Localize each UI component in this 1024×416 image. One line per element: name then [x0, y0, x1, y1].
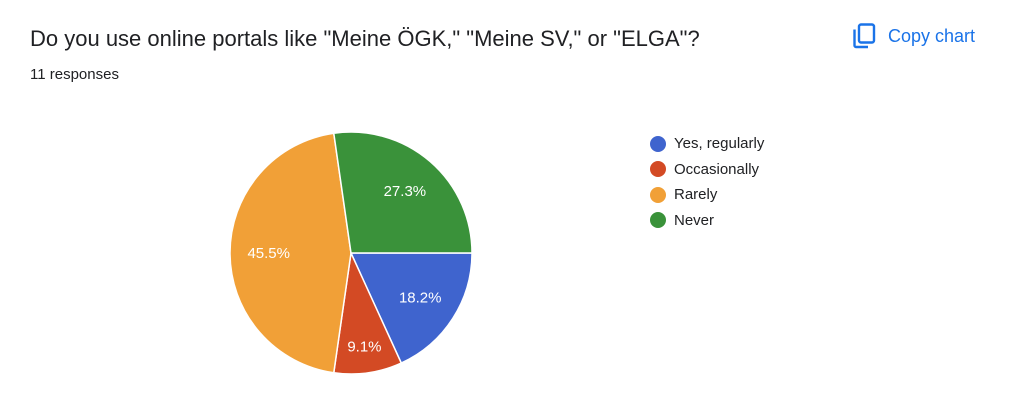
legend-label: Yes, regularly: [674, 135, 765, 153]
legend-label: Never: [674, 211, 715, 229]
slice-percent-label: 18.2%: [399, 289, 442, 306]
chart-legend: Yes, regularly Occasionally Rarely Never: [650, 131, 764, 233]
pie-slice-yes-regularly[interactable]: [349, 252, 473, 365]
copy-chart-label: Copy chart: [888, 25, 976, 46]
legend-swatch: [650, 135, 666, 152]
question-title: Do you use online portals like "Meine ÖG…: [30, 26, 700, 51]
response-count: 11 responses: [30, 66, 119, 83]
pie-slice-never[interactable]: [332, 131, 473, 254]
legend-swatch: [650, 186, 666, 203]
copy-chart-button[interactable]: Copy chart: [846, 18, 981, 54]
slice-percent-label: 45.5%: [247, 245, 290, 262]
legend-label: Rarely: [674, 186, 718, 204]
slice-percent-label: 9.1%: [347, 338, 381, 355]
legend-item[interactable]: Never: [650, 208, 764, 234]
pie-slice-rarely[interactable]: [229, 132, 352, 374]
slice-percent-label: 27.3%: [384, 183, 427, 200]
legend-swatch: [650, 212, 666, 229]
legend-item[interactable]: Rarely: [650, 182, 764, 208]
legend-item[interactable]: Occasionally: [650, 157, 764, 183]
legend-swatch: [650, 161, 666, 178]
legend-item[interactable]: Yes, regularly: [650, 131, 764, 157]
copy-icon: [853, 23, 876, 49]
legend-label: Occasionally: [674, 160, 760, 178]
